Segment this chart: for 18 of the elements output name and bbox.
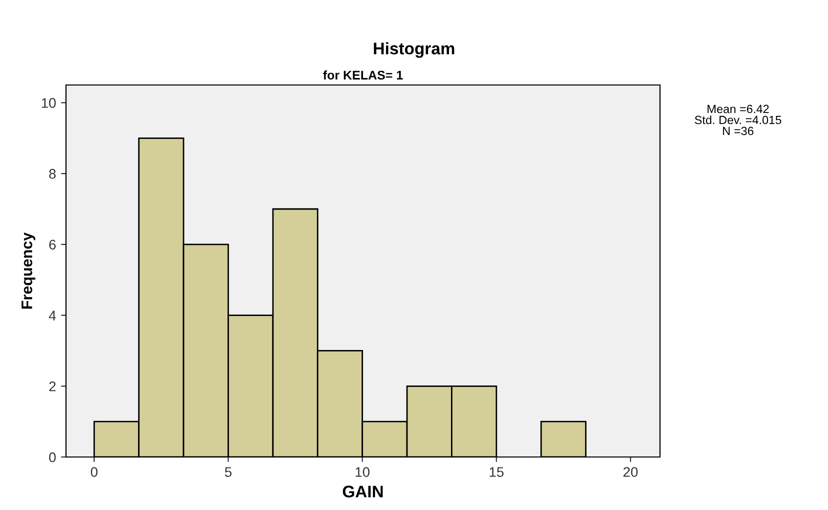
y-tick-label: 8 [49, 168, 56, 179]
chart-title: Histogram [374, 42, 454, 58]
chart-subtitle: for KELAS= 1 [323, 70, 403, 80]
x-tick-label: 15 [490, 467, 504, 477]
x-tick-label: 0 [90, 467, 98, 477]
y-tick-label: 0 [49, 452, 56, 462]
text: Std. Dev. =4.015 [694, 115, 782, 124]
x-axis-title: GAIN [342, 486, 383, 498]
text: N =36 [723, 126, 754, 136]
x-tick-label: 10 [356, 467, 370, 477]
y-axis-title: Frequency [22, 232, 36, 309]
y-tick-label: 6 [49, 240, 56, 250]
y-tick-label: 4 [48, 310, 56, 320]
x-tick-label: 5 [224, 467, 232, 477]
y-tick-label: 2 [49, 381, 56, 392]
text: Mean =6.42 [708, 104, 769, 114]
y-tick-label: 10 [42, 98, 56, 108]
x-tick-label: 20 [623, 467, 638, 477]
